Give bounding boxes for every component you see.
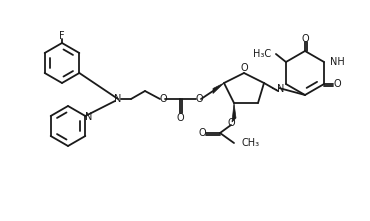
Text: N: N xyxy=(277,84,285,94)
Text: O: O xyxy=(227,118,235,128)
Text: H₃C: H₃C xyxy=(253,49,271,59)
Text: O: O xyxy=(198,128,206,138)
Text: NH: NH xyxy=(330,57,345,67)
Text: F: F xyxy=(59,31,65,41)
Text: CH₃: CH₃ xyxy=(242,138,260,148)
Text: O: O xyxy=(333,79,341,89)
Polygon shape xyxy=(213,83,224,93)
Text: N: N xyxy=(114,94,122,104)
Text: O: O xyxy=(301,34,309,44)
Text: O: O xyxy=(176,113,184,123)
Polygon shape xyxy=(232,103,236,122)
Text: O: O xyxy=(195,94,203,104)
Text: N: N xyxy=(85,112,92,122)
Text: O: O xyxy=(159,94,167,104)
Text: O: O xyxy=(240,63,248,73)
